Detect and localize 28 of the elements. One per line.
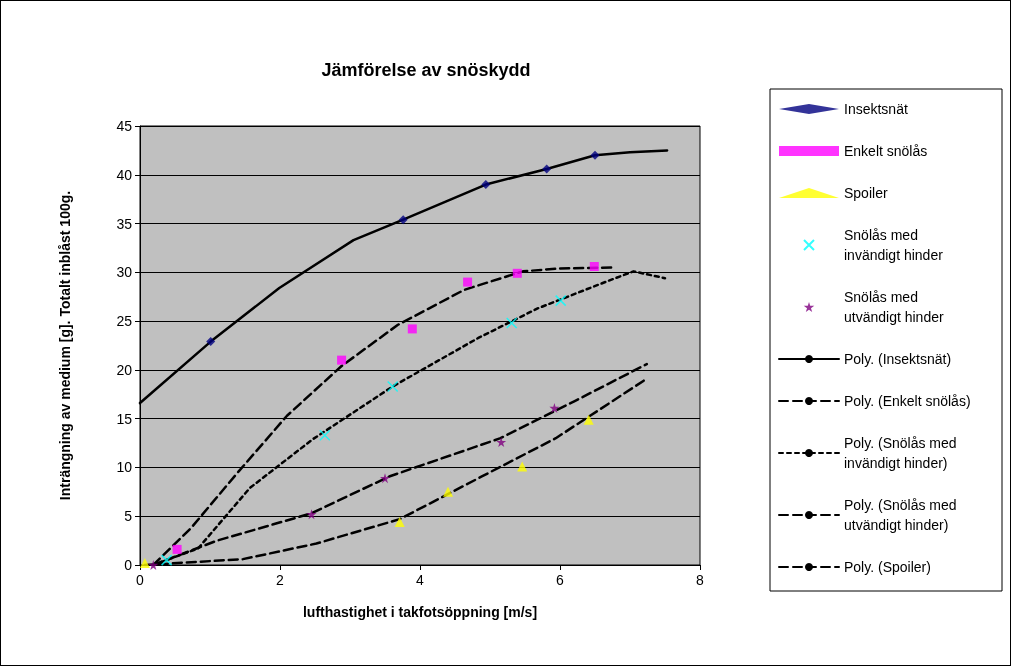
legend-label: Spoiler — [844, 185, 888, 201]
y-tick-label: 20 — [116, 361, 133, 378]
y-tick-label: 35 — [116, 215, 133, 232]
x-tick-label: 0 — [136, 572, 145, 588]
y-tick-label: 30 — [116, 264, 133, 281]
y-tick-label: 5 — [124, 508, 133, 525]
legend-label: Insektsnät — [844, 101, 908, 117]
chart-title: Jämförelse av snöskydd — [321, 60, 531, 80]
legend-label: Poly. (Insektsnät) — [844, 351, 952, 367]
x-tick-label: 2 — [276, 572, 285, 588]
y-tick-label: 45 — [116, 118, 133, 134]
y-tick-label: 0 — [124, 557, 133, 573]
x-tick-label: 8 — [696, 572, 705, 588]
y-tick-label: 10 — [116, 459, 133, 476]
legend-label: Poly. (Snölås med invändigt hinder) — [844, 435, 961, 471]
legend-label: Poly. (Spoiler) — [844, 559, 931, 575]
legend-label: Snölås med invändigt hinder — [844, 227, 944, 263]
y-tick-label: 15 — [116, 410, 133, 427]
y-tick-label: 40 — [116, 166, 133, 183]
x-tick-label: 4 — [416, 572, 425, 588]
legend-label: Snölås med utvändigt hinder — [844, 289, 944, 325]
x-tick-label: 6 — [556, 572, 565, 588]
y-axis-title: Inträngning av medium [g]. Totalt inblåst 100g. — [57, 190, 73, 501]
legend-label: Enkelt snölås — [844, 143, 928, 159]
y-tick-label: 25 — [116, 313, 133, 330]
x-axis-title: lufthastighet i takfotsöppning [m/s] — [302, 604, 538, 620]
legend-label: Poly. (Enkelt snölås) — [844, 393, 971, 409]
legend-label: Poly. (Snölås med utvändigt hinder) — [844, 497, 961, 533]
